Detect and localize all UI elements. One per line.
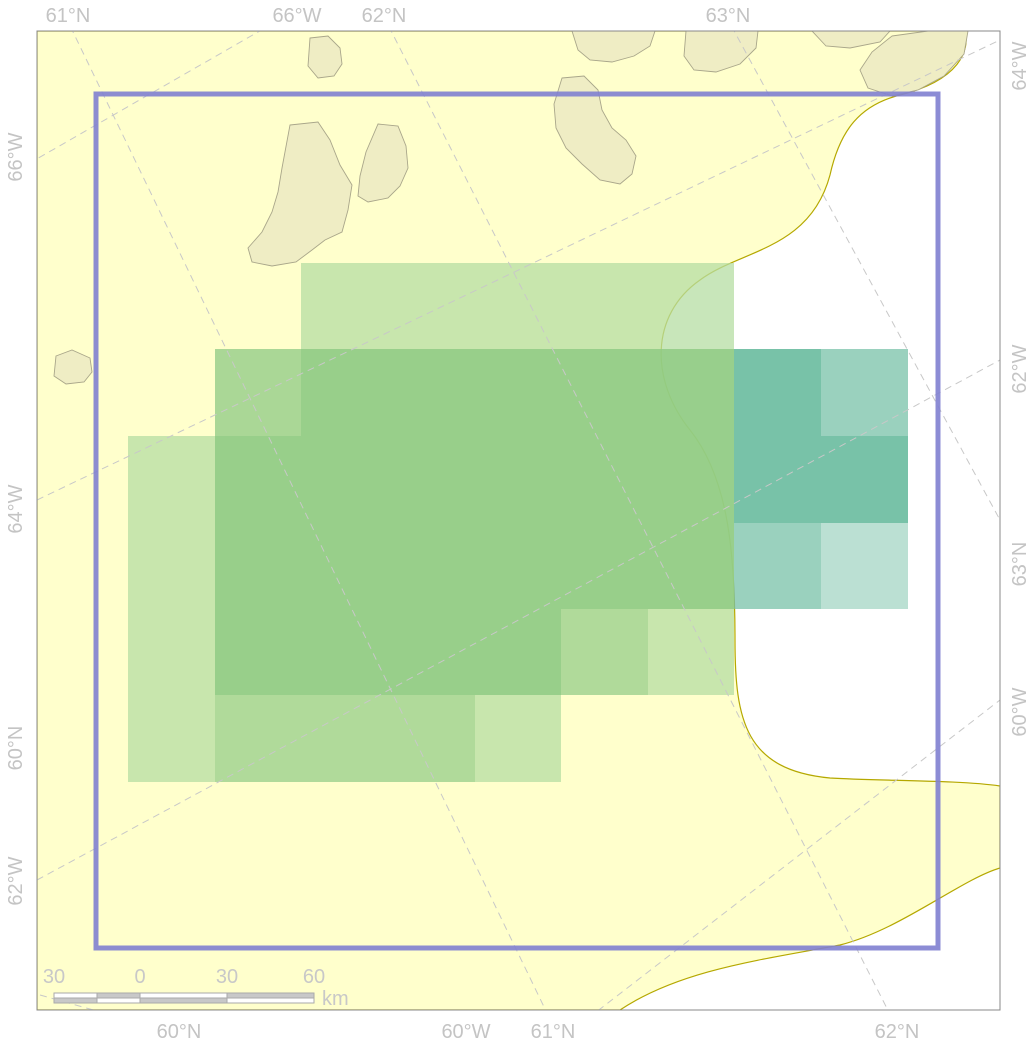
graticule-label-top: 66°W (272, 5, 321, 27)
grid-cell (128, 436, 215, 782)
land-masses (53, 31, 969, 385)
grid-cell (648, 609, 734, 695)
landmass-north-east (811, 31, 891, 49)
graticule-label-left: 64°W (5, 484, 27, 533)
landmass-north-east-2 (859, 31, 969, 97)
graticule (37, 31, 1000, 1010)
graticule-label-top: 61°N (46, 5, 91, 27)
island-west-tiny (53, 349, 93, 385)
island-north-small (307, 35, 343, 79)
scale-bar: 30 0 30 60 km (43, 966, 349, 1010)
scale-tick-label: 0 (134, 966, 145, 988)
grid-cell (215, 695, 475, 782)
grid-cell (475, 695, 561, 782)
grid-cell (301, 609, 561, 695)
island-large-west (247, 121, 353, 267)
scale-tick-label: 30 (43, 966, 65, 988)
grid-cell (301, 349, 734, 609)
grid-cell (215, 349, 301, 436)
graticule-label-left: 62°W (5, 856, 27, 905)
grid-cell (734, 349, 821, 436)
study-area-box (93, 91, 941, 951)
graticule-label-bottom: 62°N (875, 1021, 920, 1043)
island-central-north (553, 75, 637, 185)
graticule-label-right: 62°W (1009, 344, 1031, 393)
grid-cell (821, 349, 908, 436)
graticule-label-top: 62°N (362, 5, 407, 27)
scale-tick-label: 30 (216, 966, 238, 988)
graticule-label-bottom: 60°N (157, 1021, 202, 1043)
graticule-label-top: 63°N (706, 5, 751, 27)
graticule-label-left: 66°W (5, 132, 27, 181)
grid-cell (561, 609, 648, 695)
scale-tick-label: 60 (303, 966, 325, 988)
island-west-east (357, 123, 409, 203)
grid-cell (734, 523, 821, 609)
grid-cell (215, 436, 301, 695)
graticule-label-left: 60°N (5, 726, 27, 771)
grid-cell (734, 436, 908, 523)
landmass-north-central (571, 31, 656, 63)
grid-cell (301, 263, 734, 349)
graticule-label-right: 63°N (1009, 542, 1031, 587)
graticule-label-bottom: 61°N (531, 1021, 576, 1043)
graticule-label-right: 64°W (1009, 41, 1031, 90)
graticule-label-bottom: 60°W (441, 1021, 490, 1043)
survey-cells (128, 263, 908, 782)
scale-unit: km (322, 988, 349, 1010)
grid-cell (821, 523, 908, 609)
graticule-label-right: 60°W (1009, 687, 1031, 736)
map-frame-border (36, 30, 1001, 1011)
